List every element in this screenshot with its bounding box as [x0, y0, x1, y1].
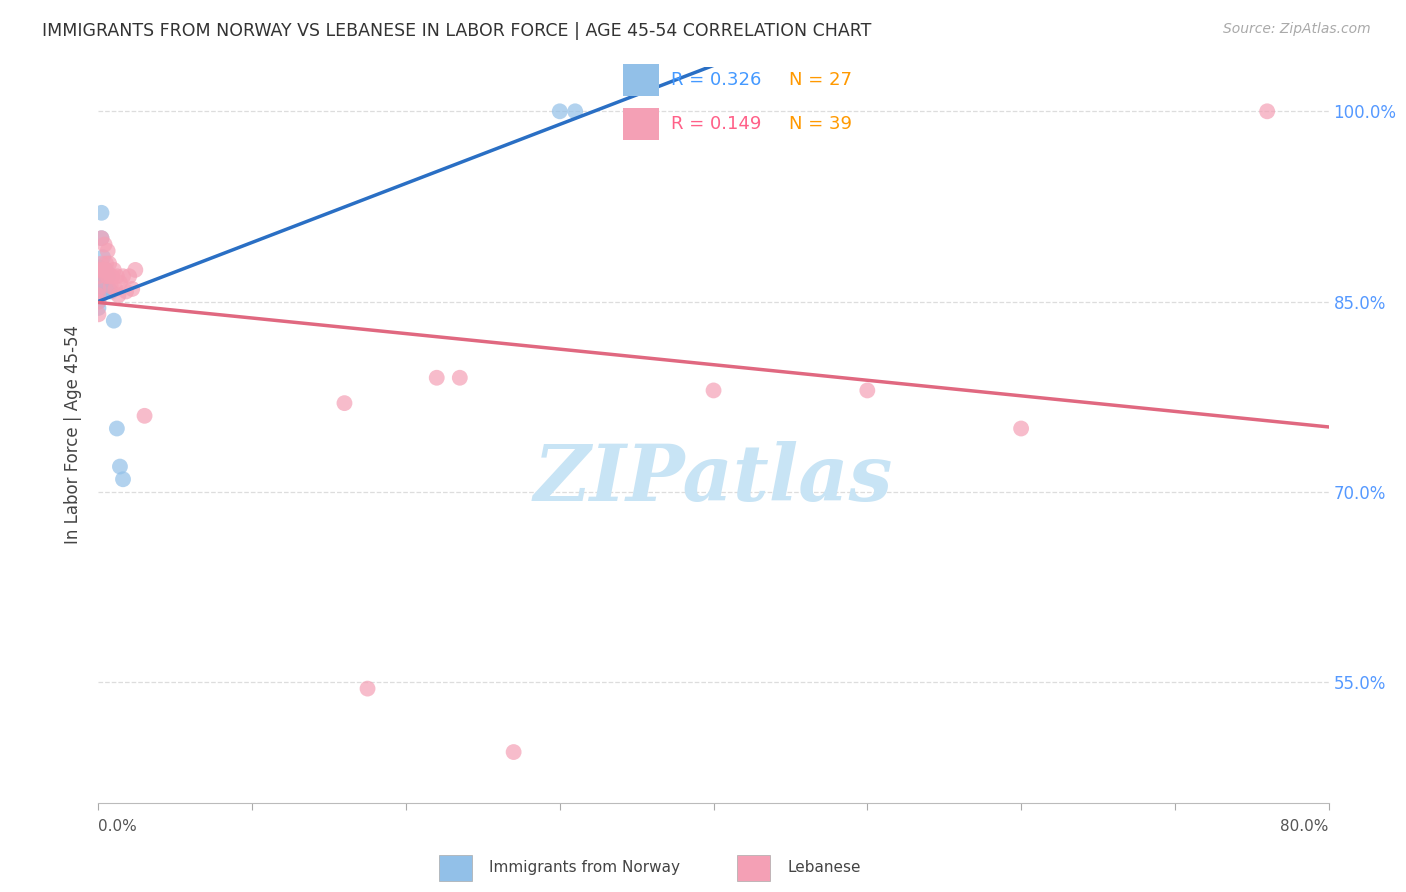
Point — [94, 285, 117, 299]
Point — [87, 285, 110, 299]
Point — [108, 276, 131, 290]
Point — [112, 269, 135, 284]
Text: R = 0.326: R = 0.326 — [671, 71, 761, 89]
Point — [112, 472, 135, 486]
Point — [101, 269, 124, 284]
Point — [115, 285, 138, 299]
Point — [124, 263, 146, 277]
Point — [87, 269, 110, 284]
Point — [1256, 104, 1278, 119]
Point — [105, 269, 128, 284]
Point — [103, 313, 125, 327]
Point — [87, 288, 110, 302]
Point — [426, 370, 449, 384]
Point — [94, 256, 117, 270]
Point — [703, 384, 725, 398]
Point — [98, 282, 121, 296]
Point — [100, 269, 122, 284]
Point — [356, 681, 378, 696]
Point — [105, 421, 128, 435]
Text: R = 0.149: R = 0.149 — [671, 115, 761, 133]
Text: 80.0%: 80.0% — [1281, 819, 1329, 834]
Point — [856, 384, 879, 398]
Point — [93, 263, 115, 277]
Point — [564, 104, 586, 119]
Point — [87, 294, 110, 309]
Point — [90, 231, 112, 245]
Text: N = 27: N = 27 — [789, 71, 852, 89]
FancyBboxPatch shape — [623, 109, 659, 140]
FancyBboxPatch shape — [737, 855, 770, 881]
Point — [1010, 421, 1032, 435]
Point — [87, 301, 110, 315]
Point — [97, 244, 120, 258]
Point — [87, 263, 110, 277]
FancyBboxPatch shape — [623, 64, 659, 95]
Point — [87, 260, 110, 275]
Point — [548, 104, 571, 119]
Point — [90, 256, 112, 270]
Point — [87, 263, 110, 277]
Point — [107, 288, 129, 302]
Point — [333, 396, 356, 410]
Point — [90, 206, 112, 220]
Point — [91, 263, 114, 277]
Point — [93, 282, 115, 296]
Point — [134, 409, 156, 423]
Point — [104, 282, 127, 296]
Text: 0.0%: 0.0% — [98, 819, 138, 834]
Point — [87, 288, 110, 302]
Text: IMMIGRANTS FROM NORWAY VS LEBANESE IN LABOR FORCE | AGE 45-54 CORRELATION CHART: IMMIGRANTS FROM NORWAY VS LEBANESE IN LA… — [42, 22, 872, 40]
Point — [97, 269, 120, 284]
Point — [87, 294, 110, 309]
Point — [87, 307, 110, 321]
FancyBboxPatch shape — [439, 855, 472, 881]
Point — [502, 745, 524, 759]
Point — [94, 269, 117, 284]
Point — [91, 263, 114, 277]
Point — [94, 269, 117, 284]
Point — [90, 231, 112, 245]
Point — [103, 263, 125, 277]
Point — [108, 459, 131, 474]
Text: Immigrants from Norway: Immigrants from Norway — [489, 861, 681, 875]
Point — [100, 279, 122, 293]
Point — [87, 267, 110, 281]
Y-axis label: In Labor Force | Age 45-54: In Labor Force | Age 45-54 — [63, 326, 82, 544]
Text: N = 39: N = 39 — [789, 115, 852, 133]
Point — [87, 263, 110, 277]
Point — [87, 282, 110, 296]
Point — [87, 269, 110, 284]
Point — [98, 256, 121, 270]
Text: Lebanese: Lebanese — [787, 861, 860, 875]
Text: ZIPatlas: ZIPatlas — [534, 441, 893, 517]
Point — [91, 250, 114, 264]
Text: Source: ZipAtlas.com: Source: ZipAtlas.com — [1223, 22, 1371, 37]
Point — [449, 370, 471, 384]
Point — [93, 276, 115, 290]
Point — [93, 237, 115, 252]
Point — [118, 269, 141, 284]
Point — [97, 269, 120, 284]
Point — [121, 282, 143, 296]
Point — [94, 263, 117, 277]
Point — [100, 285, 122, 299]
